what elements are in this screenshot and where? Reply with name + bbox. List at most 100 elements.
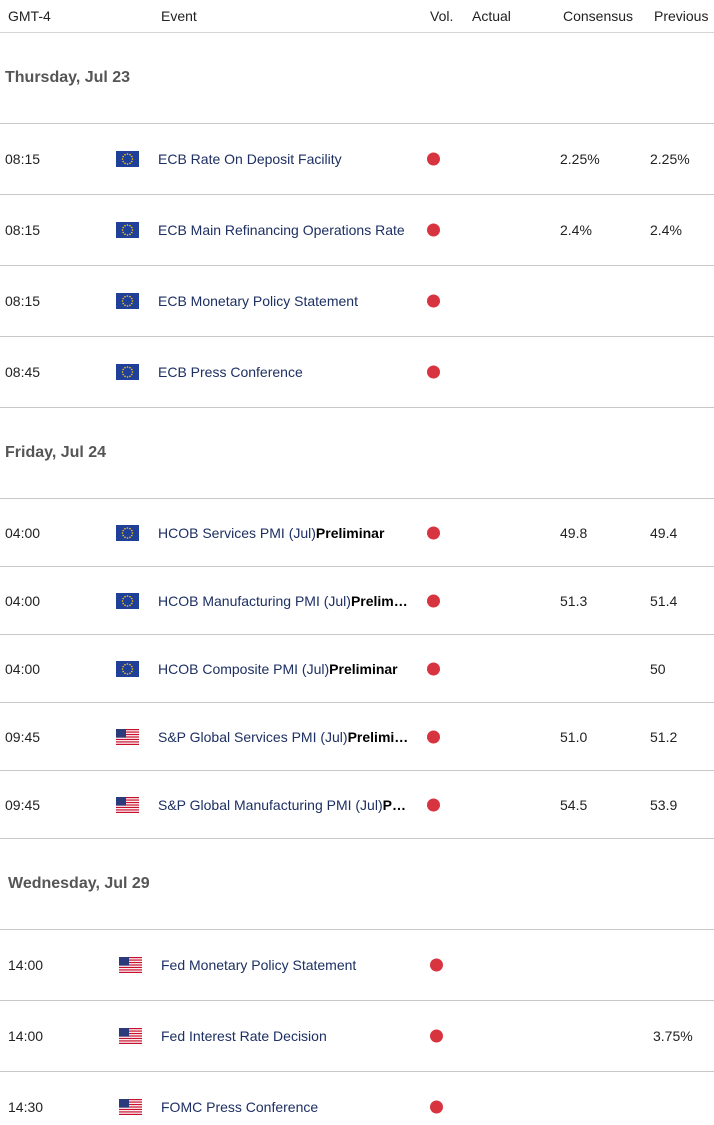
event-title: S&P Global Manufacturing PMI (Jul): [158, 796, 383, 813]
event-row: 09:45 S&P Global Services PMI (Jul)Prelim…: [0, 703, 714, 771]
event-name: ECB Monetary Policy Statement: [158, 293, 358, 309]
event-name: ECB Main Refinancing Operations Rate: [158, 222, 405, 238]
event-title: HCOB Manufacturing PMI (Jul): [158, 592, 351, 609]
day-section: Friday, Jul 24 04:00 HCOB Services PMI (Ju…: [0, 408, 714, 839]
volatility-dot: [427, 223, 440, 237]
event-name: Fed Monetary Policy Statement: [161, 957, 356, 973]
event-time: 08:45: [5, 364, 41, 380]
volatility-dot: [427, 798, 440, 811]
event-title: Fed Interest Rate Decision: [161, 1028, 327, 1044]
header-previous: Previous: [654, 8, 709, 24]
day-label: Thursday, Jul 23: [5, 69, 131, 86]
event-row: 08:15 ECB Monetary Policy Statement: [0, 266, 714, 337]
event-title: HCOB Composite PMI (Jul): [158, 660, 330, 677]
country-flag: [116, 151, 139, 167]
event-qualifier: Preliminar: [329, 660, 398, 677]
consensus-value: 49.8: [560, 524, 588, 541]
event-name: HCOB Composite PMI (Jul)Preliminar: [158, 661, 398, 677]
country-flag: [116, 524, 139, 541]
event-name: ECB Rate On Deposit Facility: [158, 151, 342, 167]
event-row: 14:00 Fed Interest Rate Decision 3.75%: [0, 1001, 714, 1072]
event-row: 04:00 HCOB Manufacturing PMI (Jul)Prelim……: [0, 567, 714, 635]
event-title: HCOB Services PMI (Jul): [158, 524, 316, 541]
previous-value: 2.4%: [650, 222, 682, 238]
event-qualifier: P…: [382, 796, 406, 813]
country-flag: [116, 293, 139, 309]
header-vol: Vol.: [430, 8, 454, 24]
previous-value: 51.2: [650, 728, 678, 745]
previous-value: 2.25%: [650, 151, 690, 167]
event-title: ECB Monetary Policy Statement: [158, 293, 358, 309]
volatility-dot: [430, 958, 443, 972]
event-title: ECB Rate On Deposit Facility: [158, 151, 342, 167]
event-name: S&P Global Services PMI (Jul)Prelimi…: [158, 729, 408, 745]
consensus-value: 54.5: [560, 796, 588, 813]
event-name: ECB Press Conference: [158, 364, 303, 380]
day-label: Friday, Jul 24: [5, 444, 107, 461]
consensus-value: 51.0: [560, 728, 588, 745]
event-row: 14:30 FOMC Press Conference: [0, 1072, 714, 1125]
day-header: Thursday, Jul 23: [0, 33, 714, 124]
event-qualifier: Prelim…: [350, 592, 408, 609]
event-time: 04:00: [5, 524, 41, 541]
event-row: 08:15 ECB Main Refinancing Operations Rat…: [0, 195, 714, 266]
country-flag: [116, 728, 139, 745]
volatility-dot: [427, 730, 440, 743]
event-title: S&P Global Services PMI (Jul): [158, 728, 348, 745]
day-section: Thursday, Jul 23 08:15 ECB Rate On Deposit…: [0, 33, 714, 408]
day-header: Friday, Jul 24: [0, 408, 714, 499]
event-title: FOMC Press Conference: [161, 1099, 319, 1115]
event-time: 14:00: [8, 957, 44, 973]
country-flag: [119, 957, 142, 973]
volatility-dot: [427, 294, 440, 308]
country-flag: [119, 1099, 142, 1115]
event-time: 08:15: [5, 293, 41, 309]
event-row: 08:45 ECB Press Conference: [0, 337, 714, 408]
event-row: 08:15 ECB Rate On Deposit Facility 2.25% 2.…: [0, 124, 714, 195]
table-header: GMT-4 Event Vol. Actual Consensus Previo…: [0, 0, 714, 33]
event-time: 09:45: [5, 728, 41, 745]
volatility-dot: [430, 1029, 443, 1043]
country-flag: [116, 660, 139, 677]
event-name: HCOB Manufacturing PMI (Jul)Prelim…: [158, 593, 408, 609]
country-flag: [116, 364, 139, 380]
header-event: Event: [161, 8, 197, 24]
header-consensus: Consensus: [563, 8, 634, 24]
consensus-value: 2.25%: [560, 151, 600, 167]
consensus-value: 51.3: [560, 592, 588, 609]
previous-value: 49.4: [650, 524, 678, 541]
previous-value: 50: [650, 660, 666, 677]
country-flag: [116, 222, 139, 238]
event-title: ECB Main Refinancing Operations Rate: [158, 222, 405, 238]
event-name: HCOB Services PMI (Jul)Preliminar: [158, 525, 384, 541]
previous-value: 51.4: [650, 592, 678, 609]
volatility-dot: [427, 526, 440, 539]
previous-value: 3.75%: [653, 1028, 693, 1044]
volatility-dot: [430, 1100, 443, 1114]
event-name: S&P Global Manufacturing PMI (Jul)P…: [158, 797, 406, 813]
event-qualifier: Preliminar: [315, 524, 385, 541]
event-title: ECB Press Conference: [158, 364, 303, 380]
consensus-value: 2.4%: [560, 222, 592, 238]
event-time: 08:15: [5, 222, 41, 238]
day-section: Wednesday, Jul 29 14:00 Fed Monetary Polic…: [0, 839, 714, 1125]
volatility-dot: [427, 365, 440, 379]
country-flag: [116, 592, 139, 609]
volatility-dot: [427, 594, 440, 607]
event-row: 14:00 Fed Monetary Policy Statement: [0, 930, 714, 1001]
event-time: 04:00: [5, 660, 41, 677]
event-time: 04:00: [5, 592, 41, 609]
event-time: 09:45: [5, 796, 41, 813]
event-title: Fed Monetary Policy Statement: [161, 957, 357, 973]
country-flag: [119, 1028, 142, 1044]
previous-value: 53.9: [650, 796, 678, 813]
day-list: Thursday, Jul 23 08:15 ECB Rate On Deposit…: [0, 33, 714, 1125]
header-timezone: GMT-4: [8, 8, 51, 24]
event-row: 04:00 HCOB Composite PMI (Jul)Preliminar 5…: [0, 635, 714, 703]
event-qualifier: Prelimi…: [347, 728, 409, 745]
day-header: Wednesday, Jul 29: [0, 839, 714, 930]
event-row: 09:45 S&P Global Manufacturing PMI (Jul)P…: [0, 771, 714, 839]
volatility-dot: [427, 152, 440, 166]
country-flag: [116, 796, 139, 813]
